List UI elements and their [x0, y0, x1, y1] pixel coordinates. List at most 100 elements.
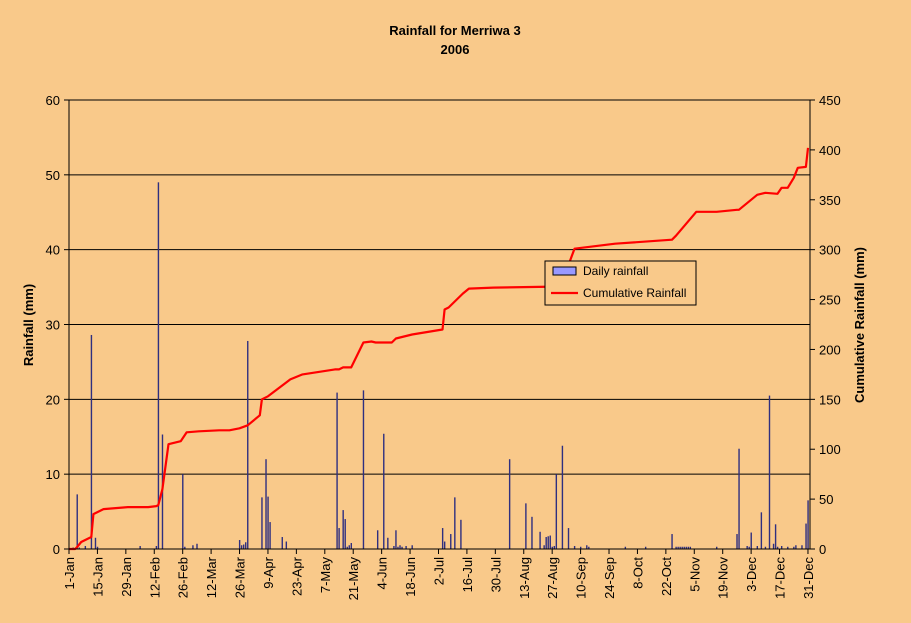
daily-rainfall-bar	[383, 433, 385, 549]
daily-rainfall-bar	[78, 547, 80, 549]
x-tick-label: 29-Jan	[119, 557, 134, 597]
daily-rainfall-bar	[350, 543, 352, 549]
gridlines	[69, 99, 810, 475]
right-tick-label: 300	[819, 243, 841, 258]
left-tick-label: 30	[46, 318, 60, 333]
x-tick-label: 17-Dec	[773, 557, 788, 599]
daily-rainfall-bar	[671, 534, 673, 549]
daily-rainfall-bar	[780, 546, 783, 549]
right-tick-label: 150	[819, 392, 841, 407]
x-tick-label: 27-Aug	[545, 557, 560, 599]
y2-axis-title: Cumulative Rainfall (mm)	[852, 247, 867, 403]
right-tick-label: 250	[819, 293, 841, 308]
x-tick-label: 24-Sep	[602, 557, 617, 599]
legend: Daily rainfall Cumulative Rainfall	[544, 260, 697, 306]
legend-swatch-daily-rainfall	[552, 266, 577, 276]
daily-rainfall-bar	[265, 459, 267, 549]
chart-title: Rainfall for Merriwa 3	[389, 23, 520, 38]
left-tick-label: 40	[46, 243, 60, 258]
daily-rainfall-bar	[677, 546, 679, 549]
left-tick-label: 50	[46, 168, 60, 183]
daily-rainfall-bar	[764, 546, 767, 549]
daily-rainfall-bar	[689, 546, 692, 549]
daily-rainfall-bar	[94, 537, 97, 549]
right-tick-label: 0	[819, 542, 826, 557]
daily-rainfall-bar	[573, 546, 576, 549]
x-tick-label: 19-Nov	[716, 557, 731, 599]
x-tick-label: 31-Dec	[801, 557, 816, 599]
axes	[64, 99, 815, 554]
chart-subtitle: 2006	[441, 42, 470, 57]
daily-rainfall-bar	[508, 459, 511, 549]
daily-rainfall-bar	[411, 545, 413, 549]
daily-rainfall-bar	[681, 546, 683, 549]
left-tick-label: 20	[46, 392, 60, 407]
daily-rainfall-bar	[281, 537, 283, 549]
daily-rainfall-bar	[395, 530, 397, 549]
daily-rainfall-bar	[756, 546, 759, 549]
x-tick-label: 12-Mar	[204, 556, 219, 598]
daily-rainfall-bar	[267, 496, 269, 549]
daily-rainfall-bar	[805, 523, 807, 549]
daily-rainfall-bar	[454, 497, 456, 549]
x-tick-label: 7-May	[318, 557, 333, 594]
x-tick-label: 21-May	[346, 557, 361, 601]
daily-rainfall-bar	[344, 519, 346, 549]
daily-rainfall-bar	[687, 546, 689, 549]
x-tick-label: 26-Feb	[176, 557, 191, 598]
daily-rainfall-bar	[760, 512, 763, 549]
daily-rainfall-bar	[675, 546, 677, 549]
daily-rainfall-bar	[549, 535, 551, 549]
daily-rainfall-bar	[579, 546, 582, 549]
daily-rainfall-bar	[774, 524, 777, 549]
daily-rainfall-bar	[750, 532, 752, 549]
daily-rainfall-bar	[247, 340, 249, 549]
daily-rainfall-bar	[405, 546, 407, 549]
x-tick-label: 2-Jul	[432, 557, 447, 585]
daily-rainfall-bar	[685, 546, 687, 549]
daily-rainfall-bar	[397, 546, 399, 549]
daily-rainfall-bar	[531, 516, 533, 549]
daily-rainfall-bar	[768, 395, 771, 549]
daily-rainfall-bar	[387, 537, 389, 549]
x-tick-label: 22-Oct	[659, 557, 674, 596]
daily-rainfall-bar	[547, 536, 549, 549]
cumulative-rainfall-line	[69, 147, 810, 551]
daily-rainfall-bar	[441, 528, 444, 549]
daily-rainfall-bar	[450, 534, 452, 549]
daily-rainfall-bar	[776, 546, 779, 549]
daily-rainfall-bar	[84, 546, 87, 549]
daily-rainfall-bar	[551, 546, 553, 549]
daily-rainfall-bar	[545, 537, 547, 549]
daily-rainfall-bar	[90, 334, 93, 549]
daily-rainfall-bar	[96, 546, 99, 549]
daily-rainfall-bar	[76, 494, 78, 549]
daily-rainfall-bar	[346, 546, 348, 549]
daily-rainfall-bar	[196, 543, 198, 549]
daily-rainfall-bar	[336, 392, 338, 549]
daily-rainfall-bar	[539, 531, 541, 549]
daily-rainfall-bar	[157, 182, 160, 550]
daily-rainfall-bar	[376, 530, 379, 549]
right-tick-label: 400	[819, 143, 841, 158]
x-tick-label: 10-Sep	[574, 557, 589, 599]
daily-rainfall-bar	[269, 522, 271, 549]
x-axis-tick-labels: 1-Jan 15-Jan 29-Jan 12-Feb 26-Feb 12-Mar 26-Ma…	[62, 556, 816, 600]
daily-rainfall-bar	[139, 546, 141, 549]
x-tick-label: 18-Jun	[403, 557, 418, 597]
daily-rainfall-bar	[567, 528, 570, 549]
daily-rainfall-bar	[801, 545, 803, 549]
daily-rainfall-bar	[240, 545, 243, 549]
daily-rainfall-bar	[683, 546, 685, 549]
daily-rainfall-bar	[543, 545, 545, 549]
left-tick-label: 0	[53, 542, 60, 557]
daily-rainfall-bar	[748, 546, 750, 549]
daily-rainfall-bar	[561, 445, 564, 549]
right-tick-label: 200	[819, 342, 841, 357]
daily-rainfall-bar	[182, 474, 184, 549]
daily-rainfall-bar	[525, 503, 527, 549]
x-tick-label: 23-Apr	[289, 556, 304, 596]
daily-rainfall-bar	[348, 545, 350, 549]
left-tick-label: 10	[46, 467, 60, 482]
